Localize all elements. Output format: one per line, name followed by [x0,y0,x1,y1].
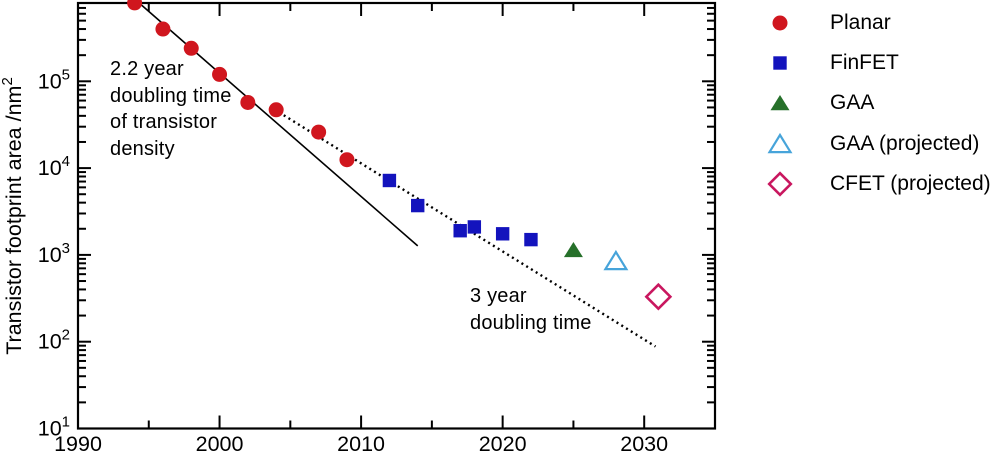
plot-border [76,1,717,430]
data-point-planar [212,66,228,82]
legend-item-gaa-projected: GAA (projected) [752,124,991,164]
legend-label-cfet-projected: CFET (projected) [830,171,991,195]
data-point-cfet-projected- [644,282,673,311]
data-point-finfet [524,232,538,247]
x-tick-label-2000: 2000 [196,432,244,456]
y-tick-label-10e3: 103 [38,240,70,267]
x-tick-label-2010: 2010 [337,432,385,456]
x-tick-label-2030: 2030 [620,432,668,456]
y-tick-label-10e5: 105 [38,66,70,93]
annotation-3-year-doubling: 3 year doubling time [470,283,592,336]
series-gaa [563,241,583,258]
legend-item-cfet-projected: CFET (projected) [752,164,991,204]
x-tick-label-1990: 1990 [54,432,102,456]
legend-label-gaa: GAA [830,91,875,115]
y-axis-title: Transistor footprint area /nm2 [0,77,26,355]
y-tick-label-10e1: 101 [38,414,70,441]
data-point-planar [339,152,355,168]
series-planar [127,0,355,168]
planar-circle-icon [772,15,788,31]
gaa-projected-triangle-icon [767,132,793,153]
finfet-square-icon [773,56,787,70]
series-cfet-projected- [644,282,673,311]
data-point-gaa-projected- [603,249,629,271]
data-point-finfet [411,198,425,213]
data-point-finfet [467,220,482,234]
legend-item-planar: Planar [752,3,991,43]
trend-line-dotted [278,111,657,348]
series-gaa-projected- [603,249,629,271]
gaa-triangle-icon [770,95,790,111]
data-point-gaa [563,241,583,258]
data-point-finfet [382,173,397,188]
legend: Planar FinFET GAA GAA (projected) CFET (… [752,3,991,204]
data-point-planar [311,124,327,140]
legend-label-finfet: FinFET [830,51,899,75]
legend-item-finfet: FinFET [752,43,991,83]
annotation-line: 3 year [470,285,527,307]
data-point-planar [240,94,256,110]
data-point-planar [155,21,171,37]
annotation-line: doubling time [470,311,592,334]
data-point-planar [268,102,284,118]
legend-label-gaa-projected: GAA (projected) [830,131,980,155]
annotation-line: density [110,137,175,160]
annotation-line: doubling time [110,84,232,107]
legend-label-planar: Planar [830,11,891,35]
y-tick-label-10e4: 104 [38,153,70,180]
annotation-line: 2.2 year [110,58,184,80]
series-finfet [382,173,538,247]
cfet-projected-diamond-icon [767,171,793,197]
annotation-2-2-year-doubling: 2.2 year doubling time of transistor densit… [110,56,232,162]
data-point-planar [183,40,199,56]
data-point-finfet [495,227,510,241]
annotation-line: of transistor [110,111,218,133]
data-point-finfet [453,224,467,238]
legend-item-gaa: GAA [752,83,991,123]
data-point-planar [127,0,143,11]
x-tick-label-2020: 2020 [479,432,527,456]
y-tick-label-10e2: 102 [38,327,70,354]
